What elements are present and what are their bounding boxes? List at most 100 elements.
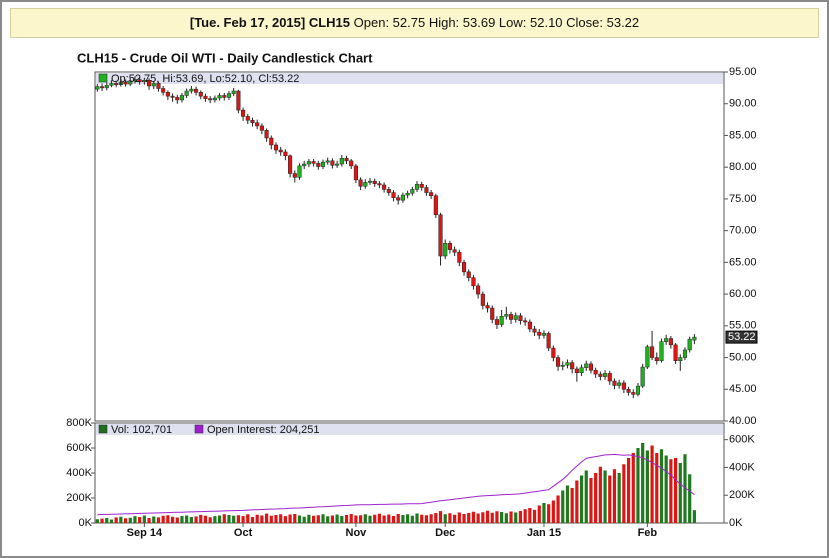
candle-body: [429, 192, 434, 196]
volume-bar: [373, 514, 377, 523]
volume-bar: [636, 448, 640, 523]
candle-body: [208, 98, 213, 101]
candle-body: [414, 184, 420, 190]
candle-body: [292, 173, 297, 178]
volume-bar: [250, 517, 255, 523]
volume-bar: [551, 500, 555, 523]
volume-bar: [655, 453, 659, 523]
volume-bar: [194, 516, 198, 523]
candle-body: [297, 165, 302, 178]
volume-bar: [123, 518, 128, 523]
volume-bar: [321, 514, 325, 523]
candle-body: [410, 189, 415, 194]
volume-bar: [156, 517, 161, 523]
volume-bar: [603, 470, 607, 523]
candle-body: [273, 144, 279, 151]
volume-bar: [340, 516, 344, 523]
candle-body: [518, 315, 523, 321]
volume-bar: [495, 511, 499, 523]
volume-bar: [203, 515, 208, 523]
volume-bar: [673, 458, 678, 523]
volume-legend-strip: [96, 424, 723, 435]
candle-body: [363, 182, 368, 187]
volume-bar: [528, 508, 532, 523]
volume-bar: [429, 514, 433, 523]
candle-body: [485, 305, 490, 309]
volume-bar: [175, 517, 179, 523]
volume-bar: [481, 512, 485, 523]
volume-bar: [471, 511, 476, 523]
price-panel: [94, 71, 725, 422]
volume-bar: [326, 516, 330, 523]
candle-body: [621, 382, 626, 390]
volume-bar: [170, 516, 175, 523]
candle-body: [203, 95, 208, 99]
volume-bar: [128, 517, 132, 523]
volume-bar: [114, 517, 118, 523]
candle-body: [490, 307, 495, 320]
candle-body: [471, 277, 476, 287]
quote-date: [Tue. Feb 17, 2015]: [189, 15, 306, 30]
volume-bar: [185, 515, 189, 523]
volume-bar: [147, 518, 151, 523]
candle-body: [499, 316, 504, 325]
candle-body: [598, 373, 603, 377]
volume-bar: [692, 510, 696, 523]
candle-body: [433, 195, 438, 216]
volume-tick-label: 600K: [66, 442, 92, 454]
candle-body: [617, 382, 622, 386]
volume-bar: [424, 515, 429, 523]
candle-body: [556, 357, 561, 367]
volume-bar: [335, 514, 339, 523]
volume-bar: [565, 485, 570, 523]
y-tick-label: 60.00: [729, 288, 757, 300]
volume-bar: [650, 445, 654, 523]
candle-body: [678, 357, 683, 361]
x-tick-label: Feb: [638, 527, 658, 539]
candle-body: [311, 161, 316, 164]
legend-swatch: [194, 424, 204, 434]
candle-body: [114, 83, 119, 85]
quote-values: Open: 52.75 High: 53.69 Low: 52.10 Close…: [353, 15, 640, 30]
y-tick-label: 65.00: [729, 256, 757, 268]
open-interest-line: [97, 453, 695, 516]
oi-tick-label: 600K: [729, 434, 755, 446]
price-legend: Op:52.75, Hi:53.69, Lo:52.10, Cl:53.22: [111, 73, 299, 85]
volume-bar: [133, 516, 137, 523]
volume-bar: [236, 515, 240, 523]
volume-bar: [410, 515, 414, 523]
candle-body: [480, 293, 485, 306]
candle-body: [457, 251, 462, 263]
candle-body: [419, 184, 424, 188]
volume-bar: [142, 515, 146, 523]
volume-bar: [222, 514, 226, 523]
volume-bar: [105, 518, 109, 523]
y-tick-label: 70.00: [729, 225, 757, 237]
volume-bar: [138, 517, 142, 523]
volume-bar: [255, 514, 259, 523]
candle-body: [612, 380, 617, 386]
quote-symbol: CLH15: [308, 15, 351, 30]
volume-bar: [354, 515, 358, 523]
volume-bar: [311, 515, 316, 523]
volume-bar: [368, 515, 372, 523]
volume-bar: [561, 490, 565, 523]
volume-bar: [391, 516, 396, 523]
candle-body: [236, 90, 241, 111]
y-tick-label: 55.00: [729, 320, 757, 332]
candle-body: [349, 160, 354, 167]
candle-body: [330, 160, 335, 166]
oi-tick-label: 200K: [729, 489, 755, 501]
candle-body: [570, 362, 575, 370]
volume-tick-label: 800K: [66, 417, 92, 429]
candle-body: [259, 125, 264, 131]
candle-body: [579, 367, 584, 374]
candle-body: [137, 79, 142, 82]
candle-body: [645, 346, 650, 368]
candle-body: [452, 249, 457, 253]
volume-bar: [363, 514, 367, 523]
candle-body: [527, 321, 532, 330]
x-tick-label: Jan 15: [527, 527, 561, 539]
candle-body: [659, 341, 664, 361]
